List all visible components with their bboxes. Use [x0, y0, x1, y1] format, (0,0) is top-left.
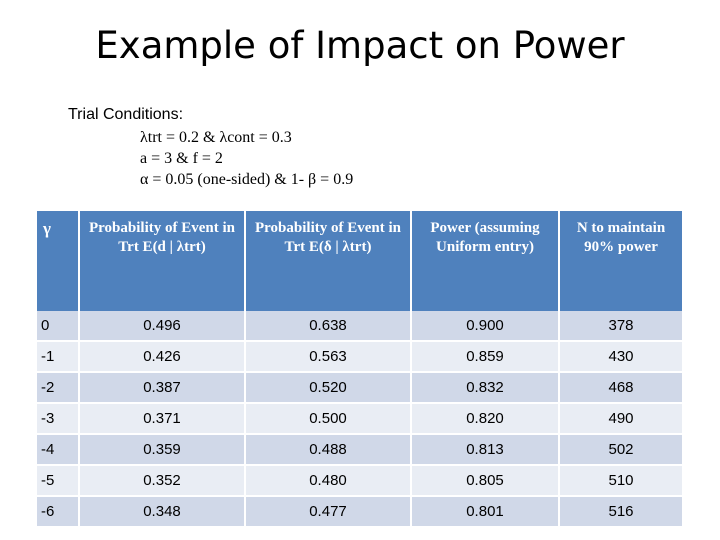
cell-power: 0.900 [411, 311, 560, 342]
header-prob-event-d: Probability of Event in Trt E(d | λtrt) [79, 211, 246, 311]
cell-prob-delta: 0.480 [245, 465, 412, 497]
cell-prob-d: 0.352 [79, 465, 246, 497]
table-row: 0 0.496 0.638 0.900 378 [37, 311, 682, 342]
cell-n: 502 [559, 434, 682, 466]
cell-power: 0.813 [411, 434, 560, 466]
cell-gamma: -2 [37, 372, 80, 404]
cell-power: 0.820 [411, 403, 560, 435]
header-gamma: γ [37, 211, 80, 311]
cell-prob-d: 0.426 [79, 341, 246, 373]
slide-title: Example of Impact on Power [95, 24, 625, 67]
cell-gamma: -3 [37, 403, 80, 435]
cell-power: 0.832 [411, 372, 560, 404]
cell-n: 516 [559, 496, 682, 528]
cell-prob-delta: 0.500 [245, 403, 412, 435]
table-header-row: γ Probability of Event in Trt E(d | λtrt… [37, 211, 682, 311]
cell-gamma: -6 [37, 496, 80, 528]
cell-gamma: -1 [37, 341, 80, 373]
header-prob-event-delta: Probability of Event in Trt E(δ | λtrt) [245, 211, 412, 311]
cell-gamma: 0 [37, 311, 80, 342]
cell-prob-d: 0.359 [79, 434, 246, 466]
conditions-line-alpha-beta: α = 0.05 (one-sided) & 1- β = 0.9 [140, 171, 354, 188]
cell-power: 0.805 [411, 465, 560, 497]
power-table: γ Probability of Event in Trt E(d | λtrt… [37, 211, 682, 528]
trial-conditions: Trial Conditions: λtrt = 0.2 & λcont = 0… [68, 106, 353, 190]
table-row: -1 0.426 0.563 0.859 430 [37, 341, 682, 373]
cell-gamma: -5 [37, 465, 80, 497]
cell-gamma: -4 [37, 434, 80, 466]
cell-prob-d: 0.371 [79, 403, 246, 435]
conditions-line-a-f: a = 3 & f = 2 [140, 150, 223, 167]
cell-prob-delta: 0.477 [245, 496, 412, 528]
table-row: -3 0.371 0.500 0.820 490 [37, 403, 682, 435]
header-power: Power (assuming Uniform entry) [411, 211, 560, 311]
cell-prob-delta: 0.563 [245, 341, 412, 373]
cell-prob-d: 0.348 [79, 496, 246, 528]
header-n-maintain: N to maintain 90% power [559, 211, 682, 311]
cell-power: 0.801 [411, 496, 560, 528]
cell-prob-delta: 0.520 [245, 372, 412, 404]
cell-n: 430 [559, 341, 682, 373]
conditions-heading: Trial Conditions: [68, 106, 184, 123]
cell-n: 468 [559, 372, 682, 404]
conditions-line-lambda: λtrt = 0.2 & λcont = 0.3 [140, 129, 292, 146]
cell-prob-delta: 0.488 [245, 434, 412, 466]
table-row: -5 0.352 0.480 0.805 510 [37, 465, 682, 497]
cell-n: 490 [559, 403, 682, 435]
table-row: -4 0.359 0.488 0.813 502 [37, 434, 682, 466]
cell-n: 510 [559, 465, 682, 497]
cell-prob-delta: 0.638 [245, 311, 412, 342]
cell-power: 0.859 [411, 341, 560, 373]
cell-prob-d: 0.387 [79, 372, 246, 404]
cell-prob-d: 0.496 [79, 311, 246, 342]
table-row: -2 0.387 0.520 0.832 468 [37, 372, 682, 404]
cell-n: 378 [559, 311, 682, 342]
table-row: -6 0.348 0.477 0.801 516 [37, 496, 682, 528]
